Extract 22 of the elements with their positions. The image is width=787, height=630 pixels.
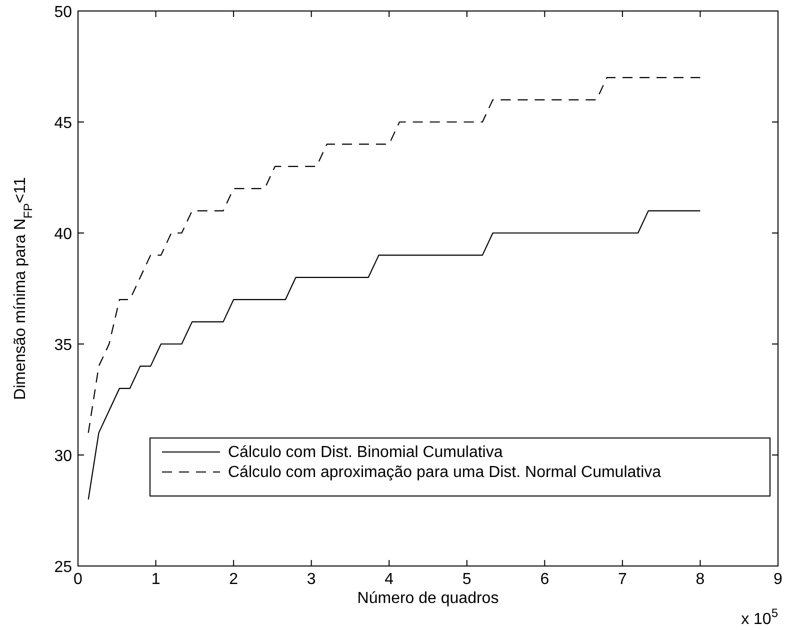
- y-tick-label: 30: [54, 448, 72, 465]
- x-tick-label: 2: [229, 571, 238, 588]
- x-tick-label: 5: [462, 571, 472, 588]
- x-tick-label: 7: [618, 571, 627, 588]
- y-tick-label: 50: [54, 4, 72, 21]
- x-tick-label: 9: [774, 571, 783, 588]
- text: x 10$^{5}$: [741, 606, 778, 628]
- legend-label: Cálculo com aproximação para uma Dist. Normal Cumulativa: [228, 464, 662, 481]
- y-tick-label: 25: [54, 559, 72, 576]
- y-tick-label: 45: [54, 115, 72, 132]
- line-series: [88, 210, 701, 500]
- x-tick-label: 3: [306, 571, 316, 588]
- x-tick-label: 1: [151, 571, 160, 588]
- y-tick-label: 40: [54, 226, 72, 243]
- x-tick-label: 0: [74, 571, 83, 588]
- x-axis-title: Número de quadros: [357, 590, 499, 607]
- legend-label: Cálculo com Dist. Binomial Cumulativa: [228, 444, 503, 461]
- y-tick-label: 35: [54, 337, 72, 354]
- line-series: [88, 77, 701, 434]
- x-tick-label: 8: [696, 571, 705, 588]
- x-tick-label: 4: [384, 571, 394, 588]
- x-tick-label: 6: [540, 571, 550, 588]
